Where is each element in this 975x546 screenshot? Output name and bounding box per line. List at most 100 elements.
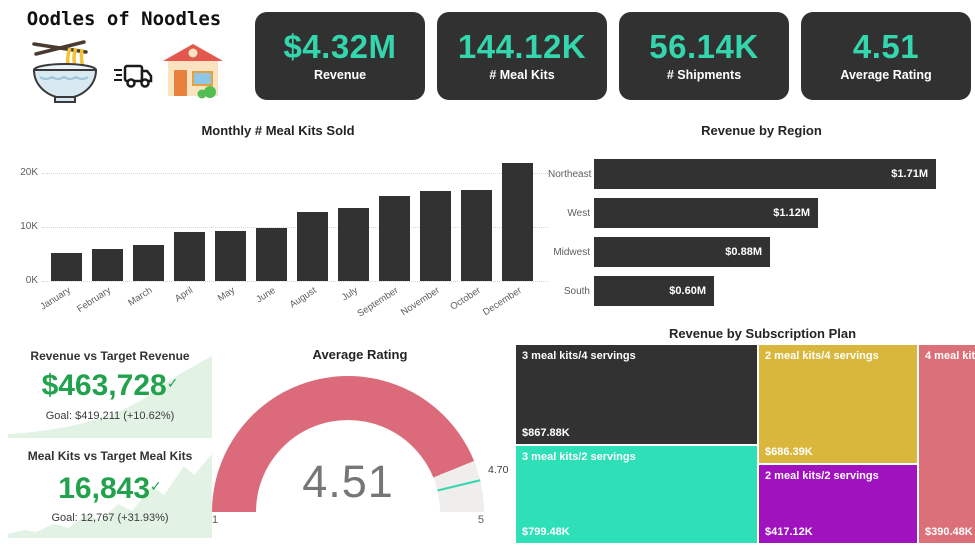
chart-title: Average Rating xyxy=(312,347,408,362)
treemap-plot-area: 3 meal kits/4 servings $867.88K 2 meal kit… xyxy=(516,345,975,543)
kpi-label: Average Rating xyxy=(840,67,932,82)
region-axis-label: West xyxy=(567,207,590,219)
kpi-card-shipments[interactable]: 56.14K # Shipments xyxy=(619,12,789,100)
tile-label: 2 meal kits/4 servings xyxy=(765,350,879,362)
tile-value: $686.39K xyxy=(765,446,813,458)
x-axis-label: December xyxy=(480,285,524,319)
kpi-value: 56.14K xyxy=(649,28,759,66)
logo-title: Oodles of Noodles xyxy=(26,8,222,30)
gauge-max-label: 5 xyxy=(477,514,484,526)
y-axis-tick: 0K xyxy=(25,275,38,286)
bar-june[interactable] xyxy=(256,228,287,281)
monthly-plot-area: January February March April May June August Ju… xyxy=(38,150,545,320)
kpi-label: # Meal Kits xyxy=(489,67,555,82)
x-axis-label: September xyxy=(355,285,401,320)
bar-april[interactable] xyxy=(174,232,205,281)
kpi-value-text: 16,843 xyxy=(58,472,151,505)
region-bar-northeast[interactable]: $1.71M xyxy=(594,159,936,189)
region-axis-label: Midwest xyxy=(553,246,590,258)
noodle-bowl-icon xyxy=(32,40,98,103)
bar-october[interactable] xyxy=(461,190,492,281)
x-axis-label: May xyxy=(215,285,237,305)
region-bar-value: $1.71M xyxy=(891,168,928,180)
region-bar-value: $0.60M xyxy=(669,285,706,297)
treemap-tile[interactable]: 2 meal kits/2 servings $417.12K xyxy=(759,465,917,543)
y-axis-tick: 20K xyxy=(20,167,38,178)
logo-icons xyxy=(18,36,228,111)
region-bar-west[interactable]: $1.12M xyxy=(594,198,818,228)
gridline xyxy=(42,173,548,174)
region-row: South $0.60M xyxy=(548,276,975,306)
kpi-goal: Goal: 12,767 (+31.93%) xyxy=(51,512,169,524)
x-axis-label: March xyxy=(126,285,155,309)
tile-value: $867.88K xyxy=(522,427,570,439)
trend-area-sparkline xyxy=(8,454,212,538)
treemap-tile[interactable]: 2 meal kits/4 servings $686.39K xyxy=(759,345,917,463)
kpi-value: 4.51 xyxy=(852,28,920,66)
gauge-value: 4.51 xyxy=(302,456,394,507)
x-axis-label: June xyxy=(254,285,278,306)
kpi-value: 16,843✓ xyxy=(8,472,212,506)
kpi-card-row: $4.32M Revenue 144.12K # Meal Kits 56.14… xyxy=(255,12,971,100)
delivery-truck-icon xyxy=(114,64,153,88)
gridline xyxy=(42,227,548,228)
bar-february[interactable] xyxy=(92,249,123,281)
kpi-title: Meal Kits vs Target Meal Kits xyxy=(27,449,193,463)
x-axis-label: July xyxy=(339,285,360,304)
region-row: Midwest $0.88M xyxy=(548,237,975,267)
kpi-label: # Shipments xyxy=(666,67,742,82)
tile-value: $417.12K xyxy=(765,526,813,538)
chart-title: Monthly # Meal Kits Sold xyxy=(201,123,355,138)
revenue-vs-target-kpi[interactable]: Revenue vs Target Revenue $463,728✓ Goal… xyxy=(8,344,212,438)
tile-value: $390.48K xyxy=(925,526,973,538)
kpi-value: $4.32M xyxy=(283,28,397,66)
bar-august[interactable] xyxy=(297,212,328,281)
x-axis-label: August xyxy=(287,285,319,311)
bar-september[interactable] xyxy=(379,196,410,281)
kpi-card-average-rating[interactable]: 4.51 Average Rating xyxy=(801,12,971,100)
region-bar-value: $1.12M xyxy=(773,207,810,219)
tile-label: 3 meal kits/2 servings xyxy=(522,451,636,463)
region-axis-label: South xyxy=(563,285,590,297)
region-row: Northeast $1.71M xyxy=(548,159,975,189)
kpi-card-revenue[interactable]: $4.32M Revenue xyxy=(255,12,425,100)
bar-december[interactable] xyxy=(502,163,533,281)
logo: Oodles of Noodles xyxy=(10,8,238,108)
trend-area-sparkline xyxy=(8,356,212,438)
x-axis-label: April xyxy=(173,285,196,305)
bar-july[interactable] xyxy=(338,208,369,281)
tile-label: 2 meal kits/2 servings xyxy=(765,470,879,482)
kpi-title: Revenue vs Target Revenue xyxy=(30,349,190,363)
check-icon: ✓ xyxy=(150,479,162,495)
kpi-goal: Goal: $419,211 (+10.62%) xyxy=(45,410,175,422)
treemap-tile[interactable]: 3 meal kits/4 servings $867.88K xyxy=(516,345,757,444)
check-icon: ✓ xyxy=(166,376,179,392)
bar-march[interactable] xyxy=(133,245,164,281)
revenue-by-region-chart: Revenue by Region Northeast $1.71M West $1.… xyxy=(548,118,975,318)
revenue-by-subscription-plan-treemap: Revenue by Subscription Plan 3 meal kits… xyxy=(516,326,975,544)
treemap-tile[interactable]: 4 meal kit… $390.48K xyxy=(919,345,975,543)
chart-title: Revenue by Subscription Plan xyxy=(668,326,857,341)
treemap-tile[interactable]: 3 meal kits/2 servings $799.48K xyxy=(516,446,757,543)
region-bar-value: $0.88M xyxy=(725,246,762,258)
bar-may[interactable] xyxy=(215,231,246,281)
bar-january[interactable] xyxy=(51,253,82,281)
gauge-min-label: 1 xyxy=(212,514,219,526)
meal-kits-vs-target-kpi[interactable]: Meal Kits vs Target Meal Kits 16,843✓ Go… xyxy=(8,442,212,538)
x-axis-label: January xyxy=(38,285,73,313)
region-plot-area: Northeast $1.71M West $1.12M Midwest $0.88M So… xyxy=(548,159,975,315)
kpi-value-text: $463,728 xyxy=(41,369,167,402)
x-axis-label: November xyxy=(398,285,442,319)
region-bar-midwest[interactable]: $0.88M xyxy=(594,237,770,267)
x-axis-label: February xyxy=(75,285,114,315)
region-axis-label: Northeast xyxy=(548,168,592,180)
monthly-meal-kits-chart: Monthly # Meal Kits Sold 20K 10K 0K Janu… xyxy=(8,118,548,320)
chart-title: Revenue by Region xyxy=(701,123,822,138)
y-axis-tick: 10K xyxy=(20,221,38,232)
tile-value: $799.48K xyxy=(522,526,570,538)
gauge-target-label: 4.70 xyxy=(488,464,509,476)
region-bar-south[interactable]: $0.60M xyxy=(594,276,714,306)
bar-november[interactable] xyxy=(420,191,451,281)
tile-label: 4 meal kit… xyxy=(925,350,975,362)
kpi-card-meal-kits[interactable]: 144.12K # Meal Kits xyxy=(437,12,607,100)
